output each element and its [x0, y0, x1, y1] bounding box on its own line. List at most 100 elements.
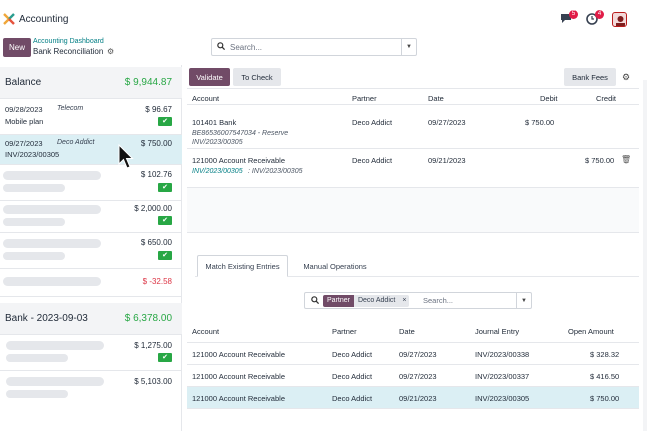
column-header: Journal Entry	[475, 327, 520, 336]
column-header: Date	[399, 327, 415, 336]
new-button[interactable]: New	[3, 38, 31, 57]
column-header: Account	[192, 94, 220, 103]
statement-line[interactable]: 09/28/2023 Telecom Mobile plan $ 96.67 ✔	[0, 99, 182, 135]
column-header: Date	[428, 94, 444, 103]
mouse-cursor-icon	[118, 144, 134, 169]
activity-badge: 4	[595, 10, 604, 19]
entry-account: 121000 Account Receivable	[192, 156, 285, 165]
line-partner: Telecom	[57, 105, 84, 112]
entry-partner: Deco Addict	[352, 156, 393, 165]
entries-header: Account Partner Date Debit Credit	[187, 91, 639, 105]
journal-name: Bank - 2023-09-03	[5, 313, 88, 324]
entry-subtext: BE86536007547034 - Reserve	[192, 130, 289, 137]
placeholder-bar	[3, 239, 101, 248]
entry-debit: $ 750.00	[525, 118, 555, 127]
validate-button[interactable]: Validate	[189, 68, 230, 86]
line-amount: $ 650.00	[140, 238, 172, 247]
entry-row[interactable]: 101401 Bank BE86536007547034 - Reserve I…	[187, 106, 639, 149]
check-icon: ✔	[158, 117, 172, 126]
breadcrumb-current: Bank Reconciliation	[33, 47, 104, 56]
entry-credit: $ 750.00	[585, 156, 615, 165]
facet-value: Deco Addict	[353, 295, 400, 307]
entry-date: 09/27/2023	[428, 118, 466, 127]
statement-line[interactable]: $ 5,103.00	[0, 371, 182, 407]
column-header: Account	[192, 327, 220, 336]
chat-icon[interactable]: 5	[560, 10, 578, 25]
line-amount: $ 2,000.00	[134, 204, 172, 213]
gear-icon[interactable]: ⚙	[107, 47, 115, 56]
match-table-header: Account Partner Date Journal Entry Open …	[187, 319, 639, 343]
close-icon[interactable]: ×	[399, 295, 410, 307]
match-date: 09/21/2023	[399, 394, 437, 403]
line-date: 09/27/2023	[5, 139, 43, 148]
match-date: 09/27/2023	[399, 350, 437, 359]
messages-badge: 5	[569, 10, 578, 19]
entry-row[interactable]: 121000 Account Receivable INV/2023/00305…	[187, 149, 639, 188]
app-title[interactable]: Accounting	[19, 14, 69, 25]
reconciliation-panel: Validate To Check Bank Fees ⚙ Account Pa…	[187, 65, 639, 431]
line-amount: $ -32.58	[142, 277, 172, 286]
clock-icon[interactable]: 4	[586, 10, 604, 25]
journal-balance: $ 9,944.87	[124, 77, 172, 88]
journal-header: Balance $ 9,944.87	[0, 67, 182, 99]
table-row[interactable]: 121000 Account Receivable Deco Addict 09…	[187, 387, 639, 409]
search-icon	[212, 42, 230, 52]
line-amount: $ 750.00	[140, 139, 172, 148]
placeholder-bar	[3, 277, 101, 286]
match-amount: $ 416.50	[590, 372, 620, 381]
gear-icon[interactable]: ⚙	[622, 72, 631, 82]
match-partner: Deco Addict	[332, 372, 373, 381]
placeholder-bar	[6, 354, 68, 362]
table-row[interactable]: 121000 Account Receivable Deco Addict 09…	[187, 365, 639, 387]
placeholder-bar	[3, 171, 101, 180]
statement-line[interactable]: $ 102.76 ✔	[0, 165, 182, 201]
statement-line[interactable]: $ 1,275.00 ✔	[0, 335, 182, 371]
avatar[interactable]	[612, 12, 627, 27]
table-row[interactable]: 121000 Account Receivable Deco Addict 09…	[187, 343, 639, 365]
trash-icon[interactable]: 🗑	[621, 155, 632, 164]
check-icon: ✔	[158, 353, 172, 362]
search-input[interactable]: Search... ▼	[211, 38, 417, 56]
statement-line[interactable]: 09/27/2023 Deco Addict INV/2023/00305 $ …	[0, 135, 182, 165]
journal-balance: $ 6,378.00	[124, 313, 172, 324]
placeholder-bar	[6, 341, 104, 350]
entry-account: 101401 Bank	[192, 118, 237, 127]
match-entry: INV/2023/00305	[475, 394, 530, 403]
column-header: Open Amount	[568, 327, 614, 336]
line-amount: $ 102.76	[140, 170, 172, 179]
column-header: Partner	[332, 327, 357, 336]
placeholder-bar	[6, 377, 104, 386]
breadcrumb-parent[interactable]: Accounting Dashboard	[33, 38, 104, 45]
statement-line[interactable]: $ -32.58	[0, 269, 182, 297]
chevron-down-icon[interactable]: ▼	[516, 293, 531, 308]
entry-subtext: : INV/2023/00305	[248, 168, 303, 175]
scrollbar[interactable]	[643, 80, 647, 431]
placeholder-bar	[3, 218, 65, 226]
line-amount: $ 5,103.00	[134, 377, 172, 386]
facet-key: Partner	[323, 295, 354, 307]
placeholder-bar	[3, 205, 101, 214]
placeholder-bar	[3, 252, 65, 260]
match-partner: Deco Addict	[332, 350, 373, 359]
entry-date: 09/21/2023	[428, 156, 466, 165]
bank-fees-button[interactable]: Bank Fees	[564, 68, 616, 86]
tab-manual-operations[interactable]: Manual Operations	[303, 261, 367, 271]
match-search-input[interactable]: Partner Deco Addict × Search... ▼	[304, 292, 532, 309]
journal-header: Bank - 2023-09-03 $ 6,378.00	[0, 303, 182, 335]
entry-link[interactable]: INV/2023/00305	[192, 168, 243, 175]
journal-name: Balance	[5, 77, 42, 88]
accounting-app-icon[interactable]	[3, 13, 15, 25]
match-amount: $ 750.00	[590, 394, 620, 403]
search-icon	[311, 296, 320, 306]
match-entry: INV/2023/00338	[475, 350, 530, 359]
check-icon: ✔	[158, 183, 172, 192]
statement-line[interactable]: $ 2,000.00 ✔	[0, 201, 182, 233]
to-check-button[interactable]: To Check	[233, 68, 281, 86]
placeholder-bar	[3, 184, 65, 192]
match-date: 09/27/2023	[399, 372, 437, 381]
tab-match-existing[interactable]: Match Existing Entries	[197, 255, 288, 277]
match-account: 121000 Account Receivable	[192, 372, 285, 381]
column-header: Credit	[596, 94, 617, 103]
chevron-down-icon[interactable]: ▼	[401, 39, 416, 55]
statement-line[interactable]: $ 650.00 ✔	[0, 233, 182, 269]
